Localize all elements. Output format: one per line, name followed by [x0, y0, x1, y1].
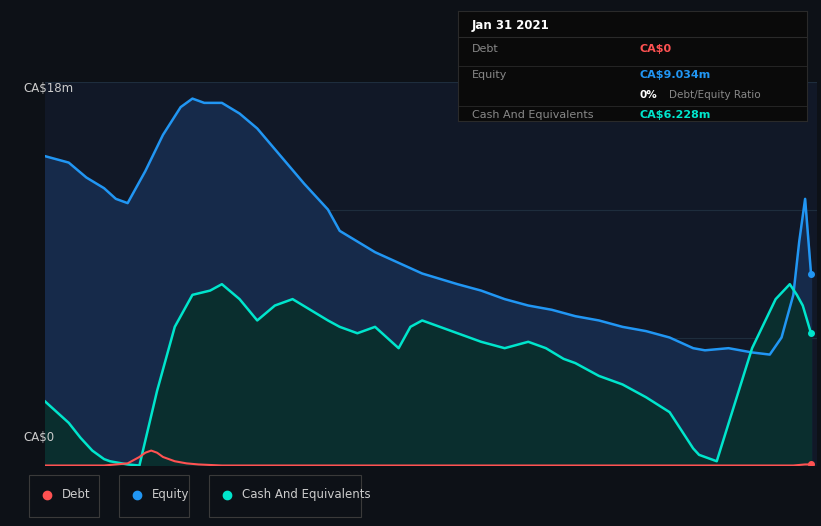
Text: Debt: Debt: [62, 488, 90, 501]
Text: Debt: Debt: [472, 44, 499, 54]
Text: 0%: 0%: [640, 90, 658, 100]
Text: Debt/Equity Ratio: Debt/Equity Ratio: [669, 90, 761, 100]
Text: Equity: Equity: [152, 488, 190, 501]
Text: CA$0: CA$0: [23, 431, 54, 444]
Text: CA$6.228m: CA$6.228m: [640, 110, 711, 120]
Text: CA$0: CA$0: [640, 44, 672, 54]
Bar: [29, 474, 99, 517]
Text: Cash And Equivalents: Cash And Equivalents: [242, 488, 371, 501]
Text: CA$9.034m: CA$9.034m: [640, 70, 711, 80]
Text: Cash And Equivalents: Cash And Equivalents: [472, 110, 594, 120]
Bar: [119, 474, 189, 517]
Text: Equity: Equity: [472, 70, 507, 80]
Text: Jan 31 2021: Jan 31 2021: [472, 19, 550, 33]
Bar: [209, 474, 361, 517]
Text: CA$18m: CA$18m: [23, 82, 73, 95]
